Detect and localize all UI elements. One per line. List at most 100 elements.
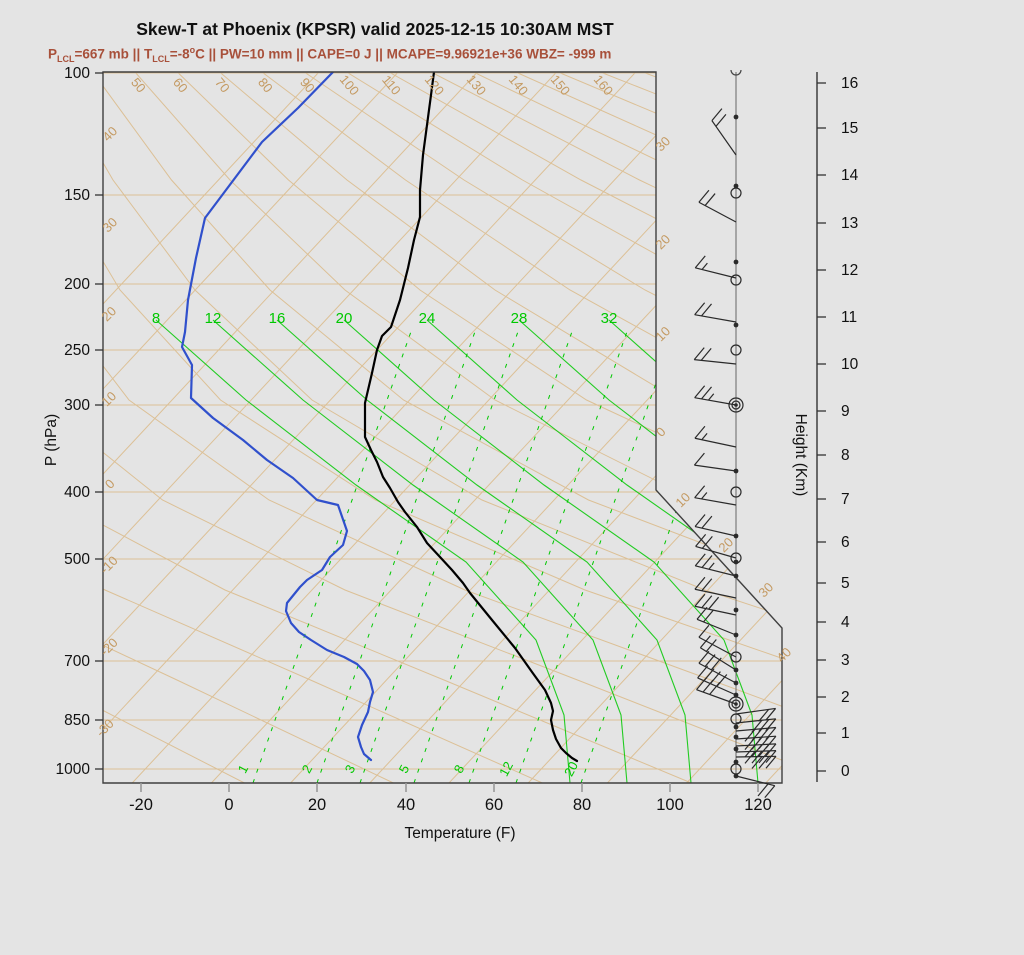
wind-barb-tick bbox=[703, 680, 713, 692]
mixing-ratio-label: 2 bbox=[299, 762, 316, 775]
wind-barb-shaft bbox=[712, 121, 736, 155]
mixing-ratio-line bbox=[516, 330, 675, 783]
dry-adiabat-line bbox=[93, 72, 1024, 783]
tan-grid-label: 20 bbox=[715, 534, 736, 555]
isotherm-line bbox=[528, 72, 1024, 783]
wind-barb-tick bbox=[695, 486, 705, 498]
mixing-ratio-label: 1 bbox=[235, 762, 252, 775]
wind-barb bbox=[695, 486, 736, 505]
wind-barb-tick bbox=[695, 256, 705, 268]
height-axis-tick-label: 15 bbox=[841, 120, 858, 137]
subtitle-fragment: LCL bbox=[152, 54, 170, 64]
moist-adiabat-label: 8 bbox=[152, 310, 160, 327]
x-axis-tick-label: 60 bbox=[485, 796, 503, 814]
tan-grid-label: 130 bbox=[464, 72, 489, 98]
tan-grid-label: 20 bbox=[98, 303, 119, 324]
dry-adiabat-line bbox=[516, 72, 1024, 783]
tan-grid-label: 80 bbox=[255, 75, 276, 96]
moist-adiabat-line bbox=[277, 320, 691, 783]
isotherm-line bbox=[132, 72, 794, 783]
dewpoint-profile bbox=[182, 72, 373, 760]
wind-barb-tick bbox=[695, 515, 705, 527]
wind-barb bbox=[694, 348, 736, 364]
isotherm-line bbox=[0, 72, 636, 783]
x-axis-tick-label: -20 bbox=[129, 796, 153, 814]
wind-barb-shaft bbox=[694, 465, 736, 471]
subtitle-fragment: P bbox=[48, 47, 57, 62]
wind-barb-tick bbox=[695, 594, 705, 606]
height-axis-tick-label: 0 bbox=[841, 763, 850, 780]
wind-barb bbox=[712, 109, 736, 155]
wind-barb-shaft bbox=[736, 719, 776, 723]
isotherm-line bbox=[0, 72, 477, 783]
height-axis-tick-label: 10 bbox=[841, 356, 859, 373]
pressure-axis-tick-label: 300 bbox=[64, 397, 90, 414]
wind-barb-shaft bbox=[694, 360, 736, 364]
wind-barb bbox=[736, 736, 776, 749]
wind-barb bbox=[694, 453, 736, 471]
height-axis-tick-label: 16 bbox=[841, 75, 858, 92]
tan-grid-label: 150 bbox=[548, 72, 573, 98]
mixing-ratio-label: 3 bbox=[342, 762, 359, 775]
wind-barb-tick bbox=[702, 579, 712, 591]
tan-grid-label: 0 bbox=[102, 476, 118, 492]
moist-adiabat-line bbox=[609, 320, 1023, 783]
subtitle-fragment: LCL bbox=[57, 54, 75, 64]
isotherm-line bbox=[1003, 72, 1024, 783]
dry-adiabat-line bbox=[304, 72, 1024, 783]
dry-adiabat-line bbox=[8, 72, 1024, 783]
pressure-axis-tick-label: 400 bbox=[64, 484, 90, 501]
moist-adiabat-label: 32 bbox=[601, 310, 618, 327]
tan-grid-label: 30 bbox=[755, 579, 776, 600]
isotherm-line bbox=[370, 72, 1024, 783]
dry-adiabat-line bbox=[600, 72, 1024, 783]
wind-barb bbox=[699, 625, 736, 657]
pressure-axis-tick-label: 700 bbox=[64, 653, 90, 670]
wind-barb-tick bbox=[695, 303, 705, 315]
wind-barb bbox=[699, 190, 736, 222]
wind-barb-tick bbox=[700, 636, 710, 648]
wind-barb-tick bbox=[758, 784, 768, 796]
wind-barb-tick bbox=[695, 386, 705, 398]
dry-adiabat-line bbox=[347, 72, 1024, 783]
wind-barb-tick bbox=[702, 516, 712, 528]
temperature-profile bbox=[365, 72, 577, 761]
moist-adiabat-line bbox=[344, 320, 758, 783]
wind-barb-tick bbox=[702, 433, 707, 439]
wind-barb bbox=[695, 577, 736, 598]
pressure-axis-tick-label: 150 bbox=[64, 187, 90, 204]
x-axis-tick-label: 40 bbox=[397, 796, 415, 814]
wind-barb-tick bbox=[705, 194, 715, 206]
tan-grid-label: 50 bbox=[128, 75, 149, 96]
tan-grid-label: 40 bbox=[773, 644, 794, 665]
height-axis-tick-label: 3 bbox=[841, 652, 850, 669]
wind-barb-tick bbox=[698, 666, 708, 678]
height-axis-tick-label: 12 bbox=[841, 262, 858, 279]
moist-adiabat-label: 16 bbox=[269, 310, 286, 327]
moist-adiabat-label: 24 bbox=[419, 310, 436, 327]
moist-adiabat-label: 12 bbox=[205, 310, 222, 327]
pressure-axis-title: P (hPa) bbox=[43, 414, 61, 466]
station-dot-marker bbox=[734, 747, 739, 752]
mixing-ratio-line bbox=[414, 330, 573, 783]
station-dot-marker bbox=[734, 560, 739, 565]
subtitle-fragment: =667 mb || T bbox=[75, 47, 153, 62]
tan-grid-label: 60 bbox=[170, 75, 191, 96]
wind-barb-tick bbox=[712, 109, 722, 121]
wind-barb-tick bbox=[708, 394, 713, 400]
pressure-axis-tick-label: 1000 bbox=[56, 761, 91, 778]
isotherm-line bbox=[924, 72, 1024, 783]
wind-barb-shaft bbox=[736, 756, 776, 757]
x-axis-tick-label: 0 bbox=[224, 796, 233, 814]
isotherm-line bbox=[845, 72, 1024, 783]
isotherm-line bbox=[0, 72, 557, 783]
dry-adiabat-line bbox=[473, 72, 1024, 783]
height-axis-tick-label: 4 bbox=[841, 614, 850, 631]
mixing-ratio-line bbox=[317, 330, 476, 783]
subtitle-fragment: C || PW=10 mm || CAPE=0 J || MCAPE=9.969… bbox=[195, 47, 611, 62]
wind-barb-shaft bbox=[736, 776, 775, 786]
station-dot-marker bbox=[734, 725, 739, 730]
isotherm-line bbox=[607, 72, 1024, 783]
wind-barb-tick bbox=[697, 607, 707, 619]
